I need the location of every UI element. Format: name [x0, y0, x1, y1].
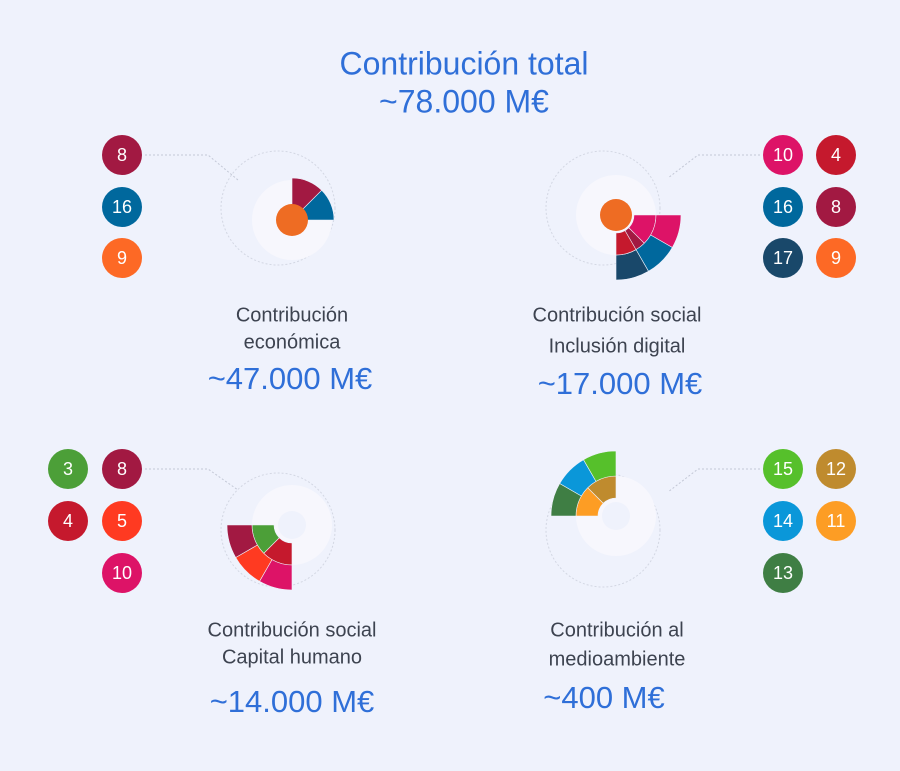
sdg-badge — [102, 553, 142, 593]
sdg-number: 15 — [773, 459, 793, 479]
sdg-number: 13 — [773, 563, 793, 583]
connector — [145, 154, 239, 181]
sdg-badge — [102, 501, 142, 541]
section-value: ~17.000 M€ — [538, 366, 703, 401]
section-value: ~47.000 M€ — [208, 361, 373, 396]
hole — [602, 502, 630, 530]
sdg-badge — [816, 187, 856, 227]
sdg-number: 5 — [117, 511, 127, 531]
section-value: ~400 M€ — [543, 680, 665, 715]
sdg-number: 8 — [831, 197, 841, 217]
sdg-badge — [816, 449, 856, 489]
center-dot — [276, 204, 308, 236]
sdg-number: 14 — [773, 511, 793, 531]
header-value: ~78.000 M€ — [379, 83, 549, 119]
sdg-badge — [102, 135, 142, 175]
sdg-number: 8 — [117, 145, 127, 165]
wedge — [226, 524, 258, 558]
sdg-badge — [48, 449, 88, 489]
sdg-badge — [102, 187, 142, 227]
sdg-number: 17 — [773, 248, 793, 268]
section-label: económica — [244, 331, 342, 353]
sdg-badge — [816, 238, 856, 278]
outer-ring — [220, 150, 336, 266]
section-label: Contribución — [236, 304, 348, 326]
sdg-badge — [763, 135, 803, 175]
sdg-badge — [102, 449, 142, 489]
sdg-badge — [763, 449, 803, 489]
sdg-badge — [102, 238, 142, 278]
connector — [667, 154, 760, 179]
connector — [145, 468, 239, 491]
sdg-number: 4 — [831, 145, 841, 165]
header-title: Contribución total — [339, 45, 588, 81]
sdg-number: 10 — [773, 145, 793, 165]
sdg-badge — [816, 135, 856, 175]
sdg-badge — [816, 501, 856, 541]
section-label: Contribución al — [550, 619, 683, 641]
sdg-number: 4 — [63, 511, 73, 531]
outer-ring — [545, 150, 661, 266]
section-label: medioambiente — [549, 648, 686, 670]
sdg-badge — [48, 501, 88, 541]
sdg-number: 11 — [827, 511, 846, 531]
hole — [278, 511, 306, 539]
sdg-badge — [763, 238, 803, 278]
sdg-number: 9 — [117, 248, 127, 268]
sdg-number: 16 — [773, 197, 793, 217]
sdg-number: 8 — [117, 459, 127, 479]
sdg-number: 3 — [63, 459, 73, 479]
sdg-number: 10 — [112, 563, 132, 583]
sdg-number: 16 — [112, 197, 132, 217]
sdg-number: 12 — [826, 459, 846, 479]
sdg-badge — [763, 501, 803, 541]
section-label: Contribución social — [208, 619, 377, 641]
connector — [667, 468, 760, 493]
wedge — [615, 230, 637, 256]
section-label: Capital humano — [222, 646, 362, 668]
sdg-badge — [763, 187, 803, 227]
section-label: Inclusión digital — [549, 335, 686, 357]
sdg-number: 9 — [831, 248, 841, 268]
section-value: ~14.000 M€ — [210, 684, 375, 719]
sdg-badge — [763, 553, 803, 593]
wedge — [583, 450, 617, 482]
center-dot — [600, 199, 632, 231]
section-label: Contribución social — [533, 304, 702, 326]
